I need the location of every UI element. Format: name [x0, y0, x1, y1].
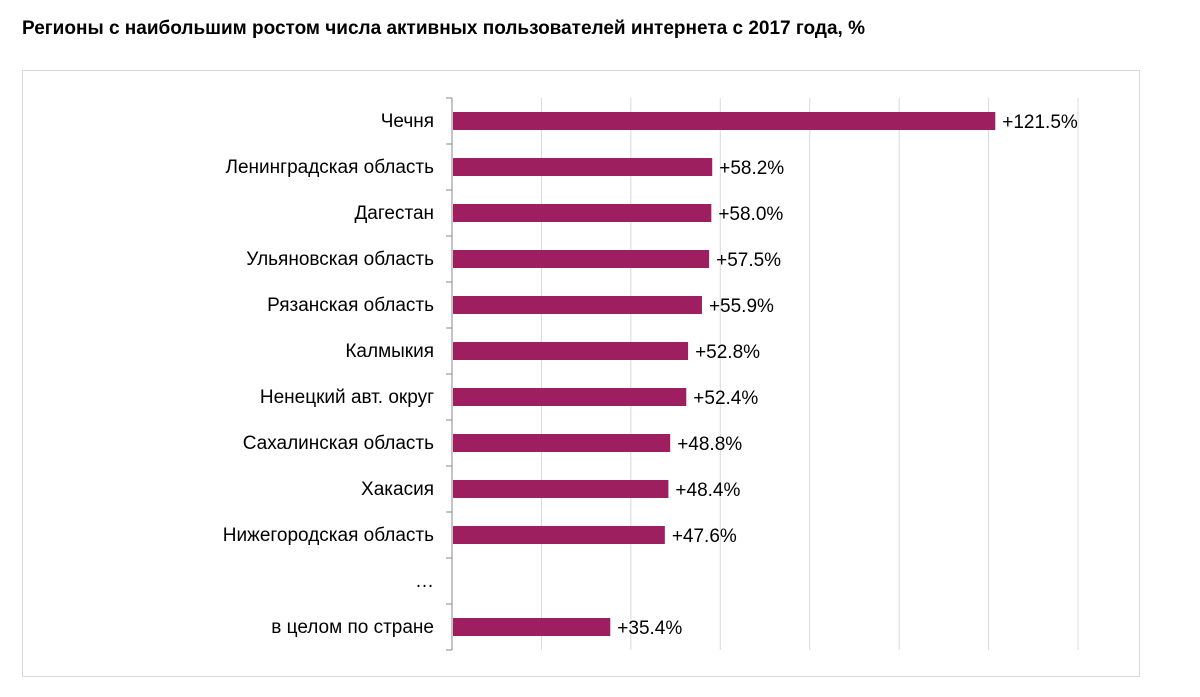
category-label: …: [415, 571, 434, 592]
category-label: в целом по стране: [271, 617, 434, 638]
bar: [453, 480, 669, 498]
category-label: Рязанская область: [267, 295, 434, 316]
data-label: +52.8%: [695, 342, 760, 363]
category-label: Чечня: [381, 111, 434, 132]
bar: [453, 204, 712, 222]
category-label: Хакасия: [361, 479, 434, 500]
bar: [453, 112, 996, 130]
bar: [453, 158, 713, 176]
bar: [453, 526, 665, 544]
bar: [453, 296, 702, 314]
data-label: +35.4%: [617, 618, 682, 639]
category-label: Дагестан: [354, 203, 434, 224]
data-label: +55.9%: [709, 296, 774, 317]
bar: [453, 342, 689, 360]
category-label: Калмыкия: [345, 341, 434, 362]
data-label: +58.0%: [718, 204, 783, 225]
data-label: +48.4%: [675, 480, 740, 501]
bar: [453, 388, 687, 406]
category-label: Сахалинская область: [243, 433, 434, 454]
category-label: Ульяновская область: [246, 249, 434, 270]
bar: [453, 434, 671, 452]
data-label: +57.5%: [716, 250, 781, 271]
data-label: +47.6%: [672, 526, 737, 547]
category-label: Ленинградская область: [226, 157, 435, 178]
chart-frame: [22, 70, 1140, 677]
data-label: +58.2%: [719, 158, 784, 179]
category-label: Ненецкий авт. округ: [260, 387, 434, 408]
data-label: +48.8%: [677, 434, 742, 455]
data-label: +121.5%: [1002, 112, 1078, 133]
chart-title: Регионы с наибольшим ростом числа активн…: [22, 18, 865, 39]
bar: [453, 250, 710, 268]
data-label: +52.4%: [693, 388, 758, 409]
bar: [453, 618, 611, 636]
category-label: Нижегородская область: [223, 525, 434, 546]
